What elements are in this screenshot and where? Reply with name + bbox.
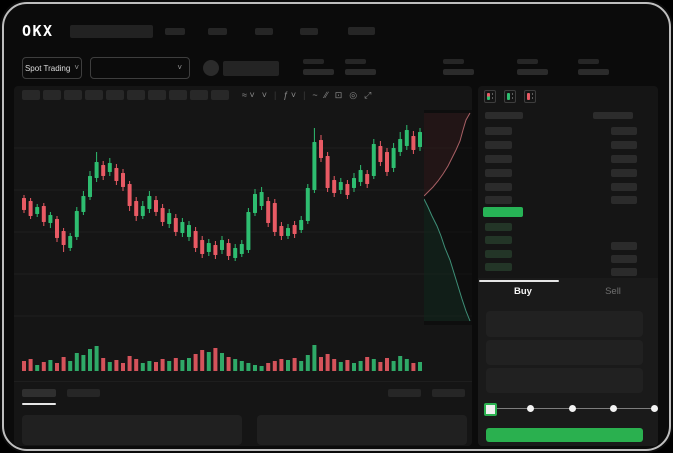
indicators-icon[interactable]: ƒ ˅ [283, 90, 297, 100]
slider-stop-100pct[interactable] [651, 405, 658, 412]
orderbook-header-skeleton [593, 112, 633, 119]
timeframe-button-skeleton[interactable] [190, 90, 208, 100]
last-price-highlight[interactable] [483, 207, 523, 217]
ask-price-skeleton[interactable] [485, 155, 512, 163]
timeframe-button-skeleton[interactable] [64, 90, 82, 100]
header-search-skeleton[interactable] [70, 25, 153, 38]
chevron-down-icon: ˅ [74, 63, 80, 72]
bid-amount-skeleton [611, 255, 637, 263]
depth-chart[interactable] [423, 110, 472, 325]
orderbook-bids-view-icon[interactable] [504, 90, 516, 103]
footer-tab-skeleton[interactable] [67, 389, 100, 397]
bid-price-skeleton[interactable] [485, 263, 512, 271]
coin-avatar [203, 60, 219, 76]
order-input-skeleton[interactable] [486, 368, 643, 393]
ask-price-skeleton[interactable] [485, 141, 512, 149]
tab-sell[interactable]: Sell [568, 278, 658, 304]
footer-tab-active-skeleton[interactable] [22, 389, 56, 397]
buy-submit-button[interactable] [486, 428, 643, 442]
orderbook-asks-view-icon[interactable] [524, 90, 536, 103]
trade-panel: Buy Sell [478, 86, 658, 446]
timeframe-button-skeleton[interactable] [43, 90, 61, 100]
chart-footer [14, 381, 472, 446]
candlestick-chart[interactable] [14, 106, 472, 371]
slider-stop-25pct[interactable] [527, 405, 535, 412]
bid-amount-skeleton [611, 268, 637, 276]
timeframe-button-skeleton[interactable] [148, 90, 166, 100]
settings-icon[interactable]: ◎ [349, 89, 358, 100]
timeframe-button-skeleton[interactable] [106, 90, 124, 100]
tab-buy-label: Buy [514, 285, 532, 297]
tab-buy[interactable]: Buy [478, 278, 568, 304]
separator: | [273, 90, 277, 100]
ask-amount-skeleton [611, 196, 637, 204]
chevron-down-icon: ˅ [177, 63, 182, 72]
footer-action-skeleton[interactable] [432, 389, 465, 397]
draw-tools-icon[interactable]: ∕∕ [324, 90, 328, 100]
active-tab-indicator [479, 280, 559, 282]
footer-tab-underline [22, 403, 56, 405]
footer-input-skeleton[interactable] [22, 415, 242, 445]
ask-price-skeleton[interactable] [485, 169, 512, 177]
bid-price-skeleton[interactable] [485, 223, 512, 231]
ask-price-skeleton[interactable] [485, 127, 512, 135]
footer-action-skeleton[interactable] [388, 389, 421, 397]
timeframe-button-skeleton[interactable] [169, 90, 187, 100]
slider-stop-50pct[interactable] [568, 405, 576, 412]
nav-item-skeleton[interactable] [255, 28, 273, 35]
nav-item-skeleton[interactable] [208, 28, 227, 35]
separator: | [303, 90, 306, 100]
orderbook-combined-view-icon[interactable] [484, 90, 496, 103]
ask-amount-skeleton [611, 183, 637, 191]
nav-item-skeleton[interactable] [300, 28, 318, 35]
market-type-label: Spot Trading [24, 63, 71, 73]
fullscreen-icon[interactable]: ⤢ [364, 89, 372, 100]
tab-sell-label: Sell [605, 285, 621, 297]
okx-logo[interactable]: OKX [22, 22, 54, 40]
bid-price-skeleton[interactable] [485, 236, 512, 244]
orderbook-header-skeleton [485, 112, 523, 119]
chart-panel: ≈ ˅ ˅ | ƒ ˅ | ~ ∕∕ ⊡ ◎ ⤢ [14, 86, 472, 446]
footer-input-skeleton[interactable] [257, 415, 467, 445]
timeframe-button-skeleton[interactable] [85, 90, 103, 100]
timeframe-button-skeleton[interactable] [127, 90, 145, 100]
screenshot-icon[interactable]: ⊡ [334, 89, 343, 100]
timeframe-button-skeleton[interactable] [211, 90, 229, 100]
order-input-skeleton[interactable] [486, 340, 643, 365]
ask-price-skeleton[interactable] [485, 196, 512, 204]
pair-dropdown[interactable]: ˅ [90, 57, 190, 79]
nav-item-skeleton[interactable] [165, 28, 185, 35]
timeframe-button-skeleton[interactable] [22, 90, 40, 100]
ask-price-skeleton[interactable] [485, 183, 512, 191]
line-chart-icon[interactable]: ~ [312, 90, 318, 100]
ask-amount-skeleton [611, 141, 637, 149]
interval-chevron-icon[interactable]: ˅ [261, 90, 267, 100]
depth-chart-panel [423, 110, 472, 325]
bid-price-skeleton[interactable] [485, 250, 512, 258]
candle-style-icon[interactable]: ≈ ˅ [242, 90, 255, 100]
slider-stop-75pct[interactable] [609, 405, 617, 412]
market-type-selector[interactable]: Spot Trading ˅ [22, 57, 82, 79]
chart-toolbar: ≈ ˅ ˅ | ƒ ˅ | ~ ∕∕ ⊡ ◎ ⤢ [14, 86, 472, 104]
ask-amount-skeleton [611, 127, 637, 135]
ask-amount-skeleton [611, 155, 637, 163]
bid-amount-skeleton [611, 242, 637, 250]
ask-amount-skeleton [611, 169, 637, 177]
pair-name-skeleton [223, 61, 279, 76]
nav-item-skeleton[interactable] [348, 27, 375, 35]
order-input-skeleton[interactable] [486, 311, 643, 337]
slider-stop-0pct[interactable] [484, 403, 497, 416]
